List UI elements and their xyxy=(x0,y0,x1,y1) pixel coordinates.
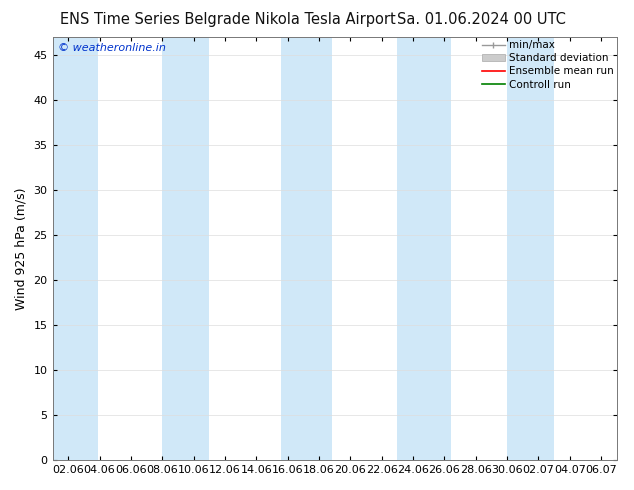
Bar xyxy=(398,37,451,460)
Bar xyxy=(281,37,332,460)
Y-axis label: Wind 925 hPa (m/s): Wind 925 hPa (m/s) xyxy=(15,187,28,310)
Bar xyxy=(507,37,554,460)
Text: Sa. 01.06.2024 00 UTC: Sa. 01.06.2024 00 UTC xyxy=(398,12,566,27)
Bar xyxy=(162,37,209,460)
Bar xyxy=(53,37,98,460)
Text: © weatheronline.in: © weatheronline.in xyxy=(58,44,166,53)
Legend: min/max, Standard deviation, Ensemble mean run, Controll run: min/max, Standard deviation, Ensemble me… xyxy=(482,40,614,90)
Text: ENS Time Series Belgrade Nikola Tesla Airport: ENS Time Series Belgrade Nikola Tesla Ai… xyxy=(60,12,396,27)
